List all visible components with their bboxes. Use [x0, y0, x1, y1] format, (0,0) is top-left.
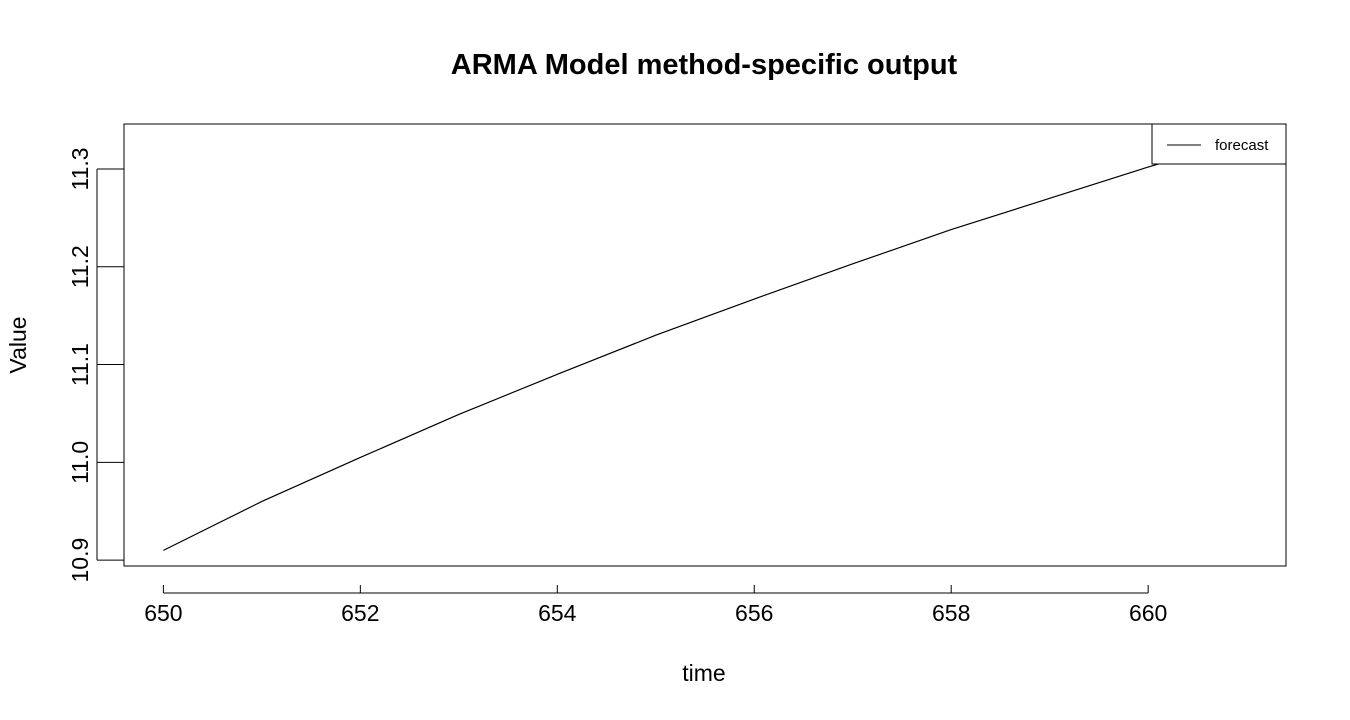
- x-tick-label: 660: [1129, 600, 1167, 626]
- y-tick-label: 11.1: [67, 343, 93, 386]
- y-tick-label: 10.9: [67, 538, 93, 583]
- series-line-forecast: [163, 137, 1247, 551]
- legend-box: [1151, 123, 1287, 165]
- x-tick-label: 652: [341, 600, 379, 626]
- y-tick-label: 11.0: [67, 441, 93, 484]
- y-axis: 10.9 11.0 11.1 11.2 11.3: [67, 147, 124, 583]
- chart-title: ARMA Model method-specific output: [451, 49, 958, 81]
- x-axis-label: time: [682, 660, 725, 686]
- plot-frame: [123, 123, 1287, 567]
- x-axis: 650 652 654 656 658 660: [144, 585, 1167, 626]
- x-tick-label: 656: [735, 600, 773, 626]
- series-layer: [163, 137, 1247, 551]
- y-axis-label: Value: [5, 316, 31, 373]
- legend-label-forecast: forecast: [1215, 137, 1269, 154]
- x-tick-label: 654: [538, 600, 577, 626]
- y-tick-label: 11.2: [67, 245, 93, 288]
- x-tick-label: 658: [932, 600, 970, 626]
- x-tick-label: 650: [144, 600, 182, 626]
- y-tick-label: 11.3: [67, 147, 93, 190]
- legend: forecast: [1151, 123, 1287, 165]
